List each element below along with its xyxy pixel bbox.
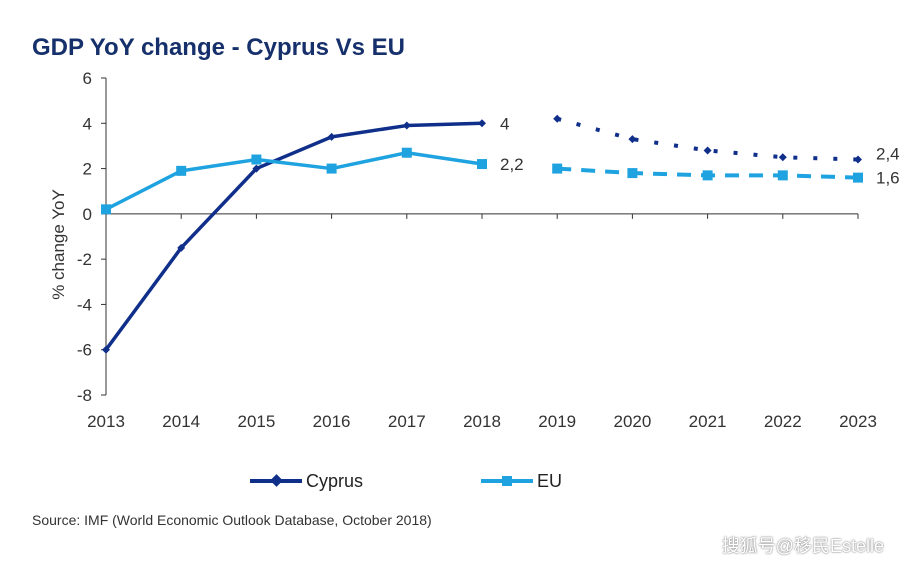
data-point-eu — [477, 159, 487, 170]
source-note: Source: IMF (World Economic Outlook Data… — [32, 512, 432, 528]
data-point-cyprus — [252, 164, 261, 173]
legend-item-eu: EU — [481, 470, 562, 492]
y-tick-label: 0 — [83, 205, 92, 224]
y-tick-label: 4 — [83, 114, 92, 133]
data-point-cyprus — [402, 121, 411, 130]
labels-layer: 4 2,4 2,2 1,6 — [500, 114, 900, 187]
x-tick-label: 2021 — [689, 412, 727, 431]
data-point-eu — [176, 165, 187, 176]
data-point-cyprus — [177, 243, 186, 252]
data-point-cyprus — [327, 132, 336, 141]
series-line-cyprus — [104, 121, 483, 351]
x-tick-label: 2020 — [613, 412, 651, 431]
series-layer — [101, 114, 863, 354]
data-point-eu — [552, 163, 563, 174]
data-point-cyprus — [778, 153, 787, 162]
data-point-eu — [853, 172, 863, 183]
data-point-eu — [401, 147, 412, 158]
y-tick-label: -6 — [77, 341, 92, 360]
x-tick-label: 2016 — [313, 412, 351, 431]
x-tick-label: 2014 — [162, 412, 200, 431]
y-tick-label: -4 — [77, 295, 92, 314]
y-axis-title: % change YoY — [49, 189, 68, 300]
data-point-cyprus — [102, 345, 110, 354]
data-point-eu — [777, 170, 788, 181]
data-point-cyprus — [703, 146, 712, 155]
y-tick-label: -2 — [77, 250, 92, 269]
data-point-cyprus — [854, 155, 862, 164]
data-point-cyprus — [553, 114, 562, 123]
data-point-cyprus — [478, 119, 486, 128]
data-label-eu: 1,6 — [876, 169, 900, 188]
data-label-cyprus: 4 — [500, 114, 509, 133]
data-point-eu — [702, 170, 713, 181]
data-point-eu — [251, 154, 262, 165]
data-label-cyprus: 2,4 — [876, 145, 900, 164]
x-tick-label: 2017 — [388, 412, 426, 431]
x-tick-label: 2022 — [764, 412, 802, 431]
axes-layer: 6 4 2 0 -2 -4 -6 -8 2013 2014 2015 2016 2017 2018 2019… — [49, 69, 877, 431]
chart-legend: Cyprus EU — [250, 470, 680, 492]
legend-label-eu: EU — [537, 470, 563, 491]
legend-label-cyprus: Cyprus — [306, 470, 364, 491]
data-label-eu: 2,2 — [500, 155, 524, 174]
x-tick-label: 2013 — [87, 412, 125, 431]
data-point-eu — [627, 168, 638, 179]
watermark: 搜狐号@移民Estelle — [721, 536, 884, 556]
series-line-eu — [105, 150, 483, 211]
y-tick-label: 6 — [83, 69, 92, 88]
data-point-cyprus — [628, 135, 637, 144]
legend-item-cyprus: Cyprus — [250, 470, 363, 492]
legend-swatch-cyprus — [250, 470, 302, 492]
x-tick-label: 2018 — [463, 412, 501, 431]
x-tick-label: 2023 — [839, 412, 877, 431]
data-point-eu — [326, 163, 337, 174]
x-tick-label: 2015 — [237, 412, 275, 431]
chart-title: GDP YoY change - Cyprus Vs EU — [32, 34, 406, 61]
data-point-eu — [101, 204, 111, 215]
y-tick-label: 2 — [83, 160, 92, 179]
x-tick-label: 2019 — [538, 412, 576, 431]
y-tick-label: -8 — [77, 386, 92, 405]
legend-swatch-eu — [481, 470, 534, 492]
